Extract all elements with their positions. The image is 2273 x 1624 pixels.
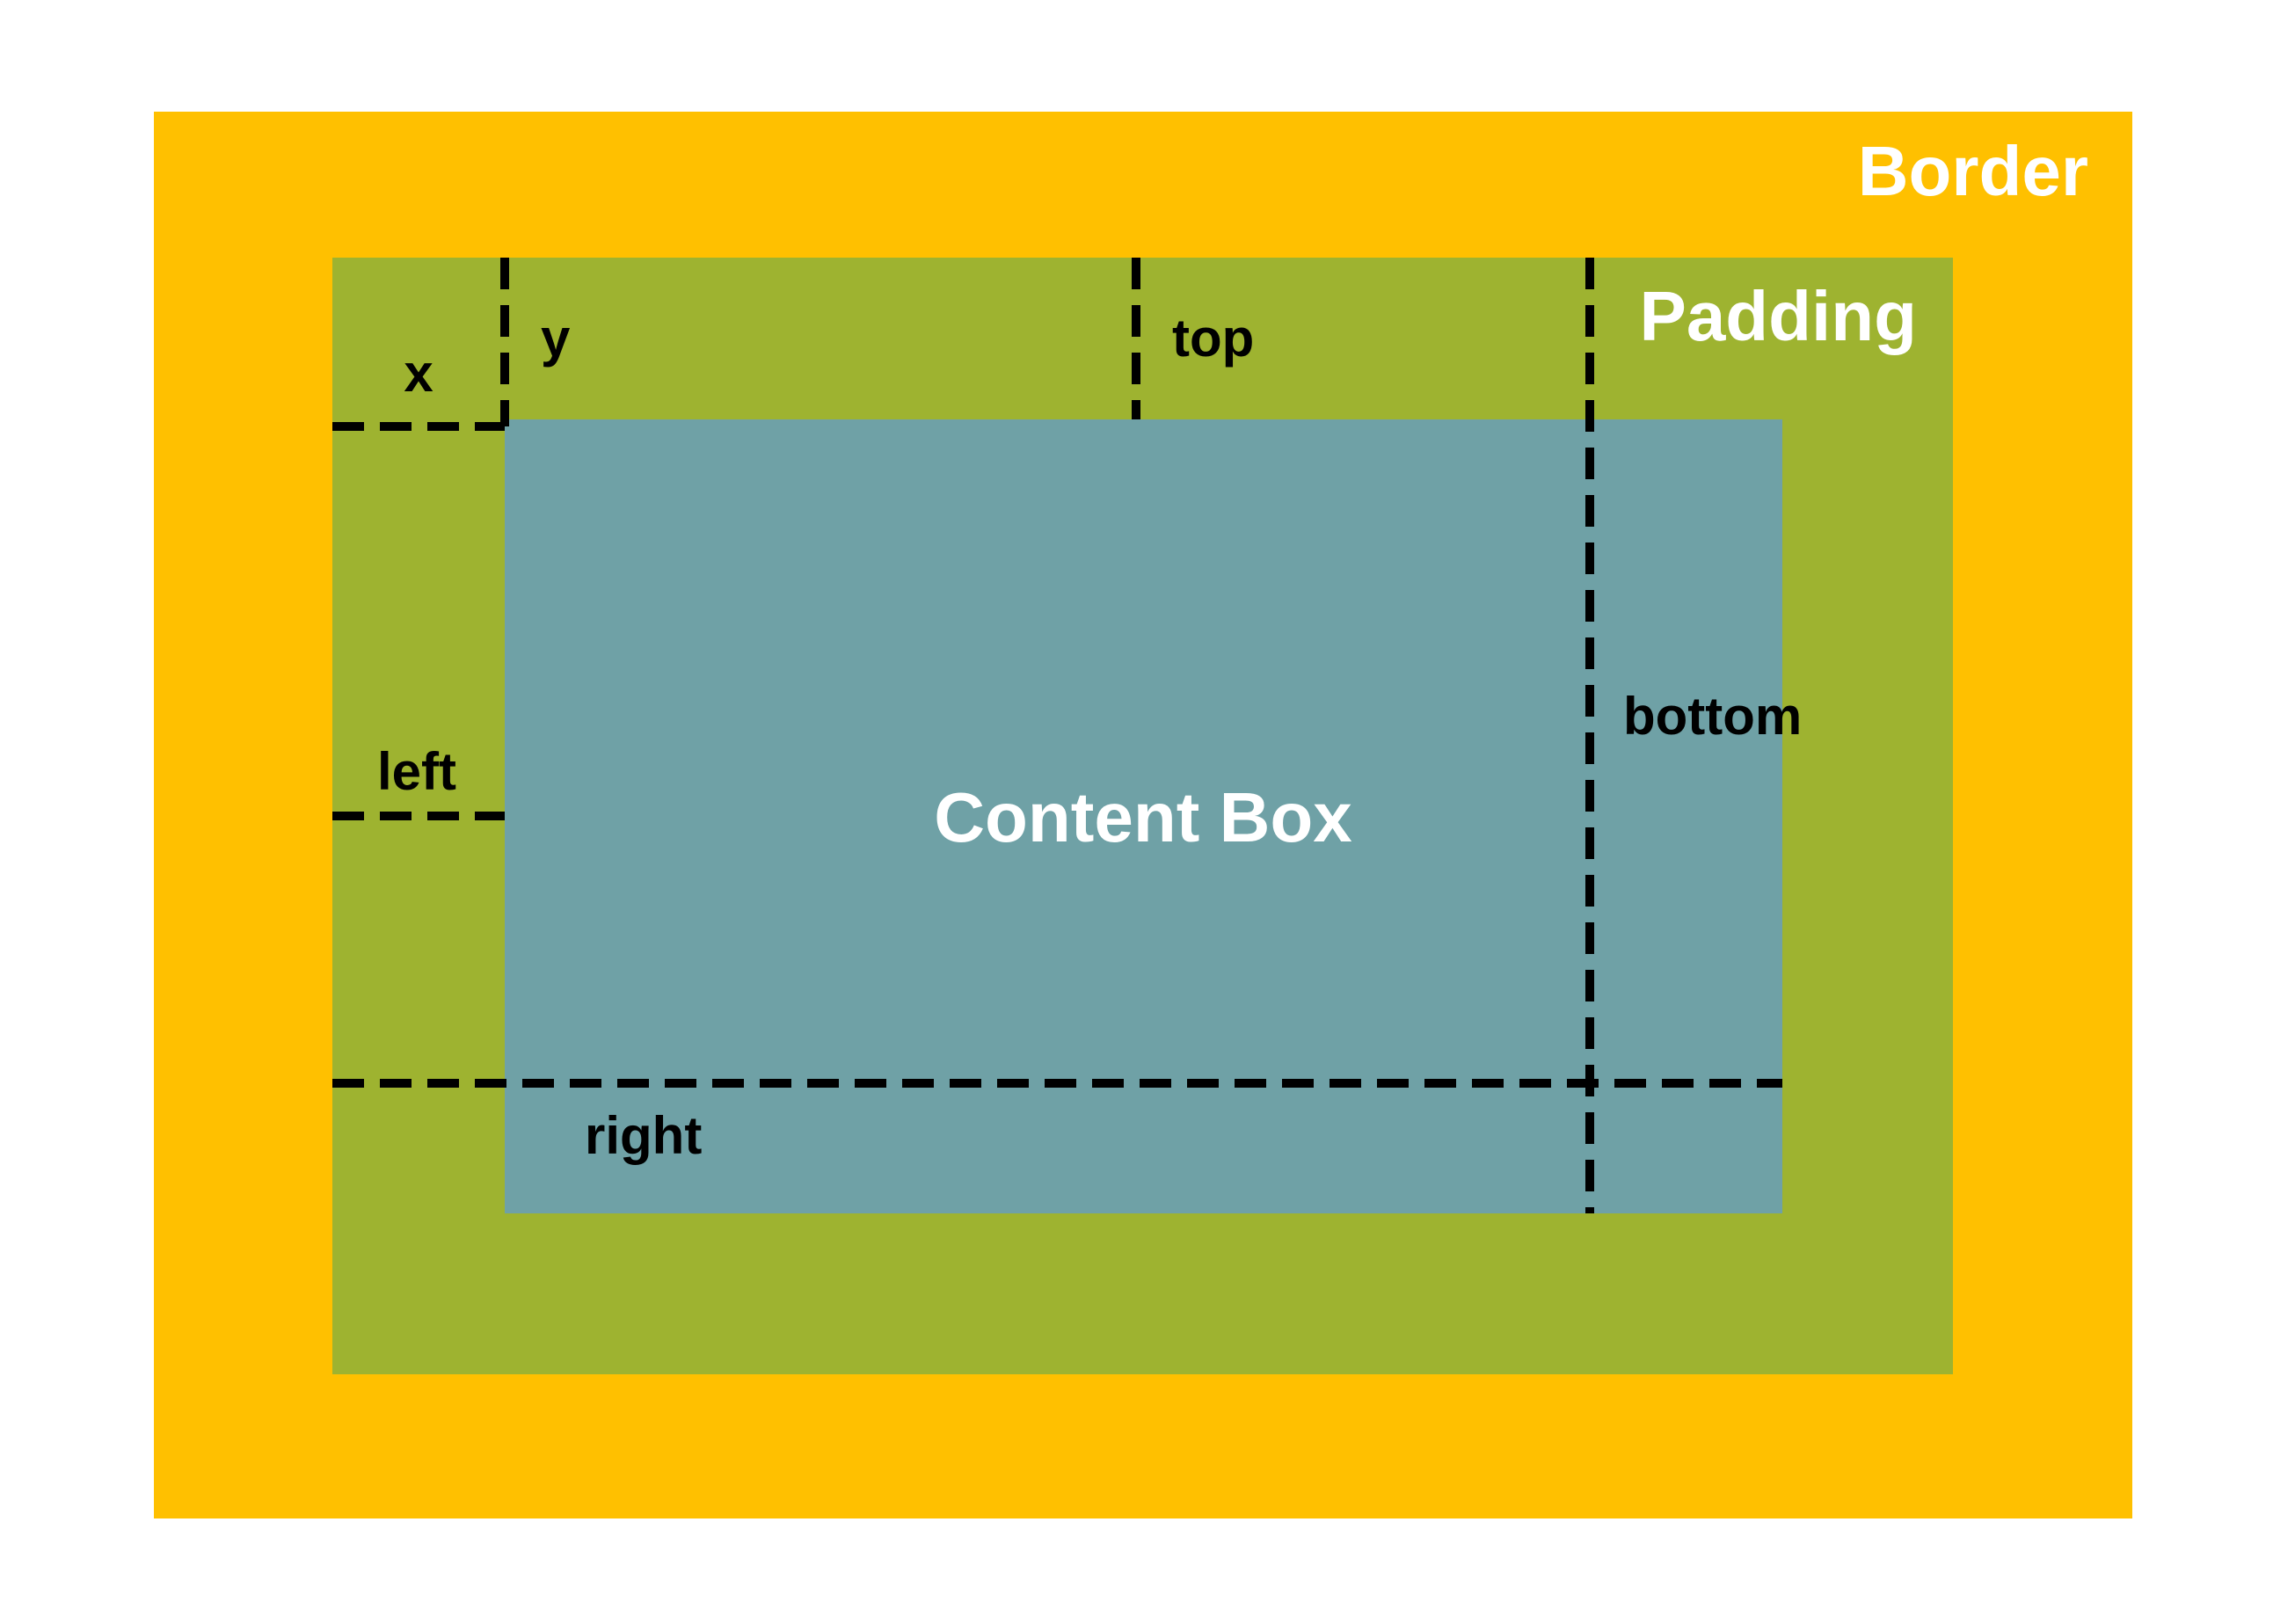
border-label: Border: [1858, 132, 2088, 210]
bottom-label: bottom: [1623, 687, 1802, 746]
top-label: top: [1172, 309, 1254, 368]
content-box-label: Content Box: [934, 778, 1352, 856]
left-label: left: [377, 742, 456, 801]
y-label: y: [541, 309, 571, 368]
right-label: right: [585, 1106, 702, 1165]
x-label: x: [404, 344, 433, 403]
padding-label: Padding: [1639, 277, 1917, 355]
